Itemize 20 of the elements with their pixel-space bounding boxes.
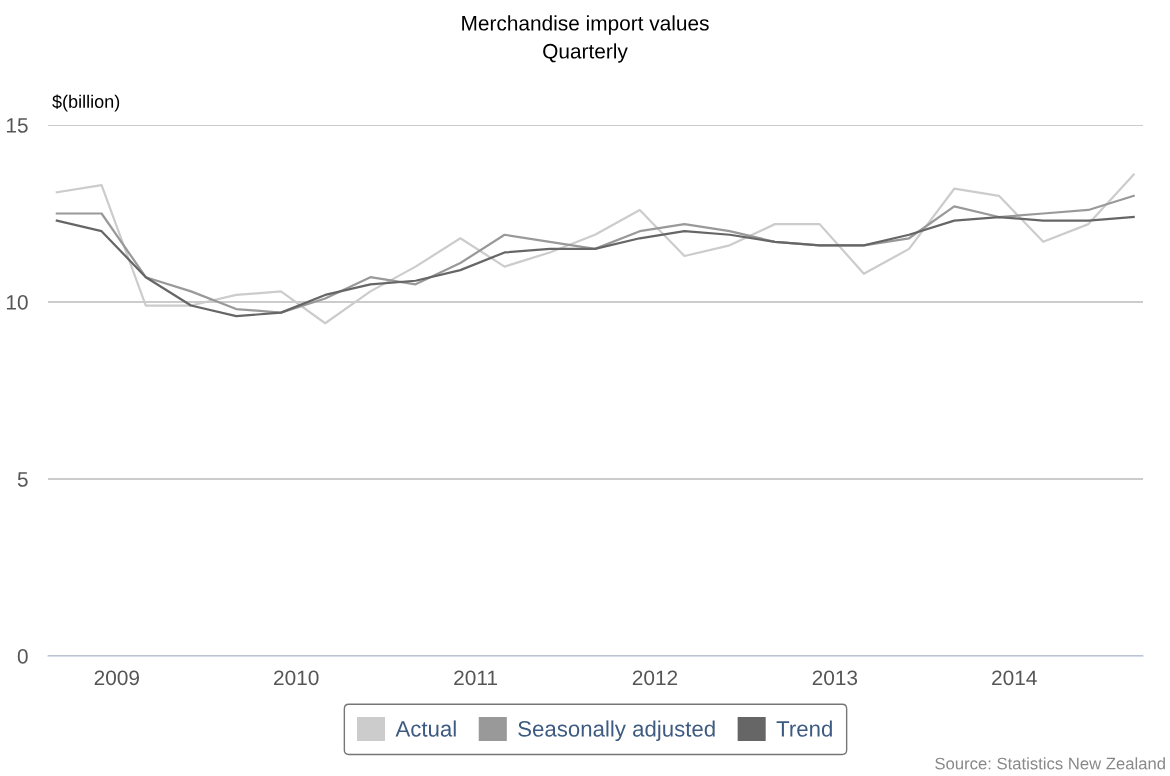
x-tick-label: 2009 xyxy=(94,670,139,686)
chart-title: Merchandise import values xyxy=(462,15,709,35)
x-tick-label: 2014 xyxy=(992,670,1037,686)
line-series xyxy=(55,215,1135,318)
y-tick-label: 0 xyxy=(17,649,28,664)
legend-label: Trend xyxy=(776,720,832,737)
x-tick-label: 2012 xyxy=(632,670,678,686)
source-note: Source: Statistics New Zealand xyxy=(935,757,1165,770)
y-tick-label: 15 xyxy=(6,118,28,133)
y-tick-label: 10 xyxy=(6,295,28,310)
y-tick-label: 5 xyxy=(17,472,28,487)
line-series xyxy=(55,173,1135,325)
legend-label: Actual xyxy=(395,720,456,737)
x-tick-label: 2011 xyxy=(454,670,497,686)
y-axis-title: $(billion) xyxy=(52,94,120,112)
chart-subtitle: Quarterly xyxy=(543,43,628,63)
x-tick-label: 2013 xyxy=(812,670,858,686)
x-tick-label: 2010 xyxy=(274,670,319,686)
line-series xyxy=(55,194,1135,314)
legend-label: Seasonally adjusted xyxy=(518,720,715,742)
